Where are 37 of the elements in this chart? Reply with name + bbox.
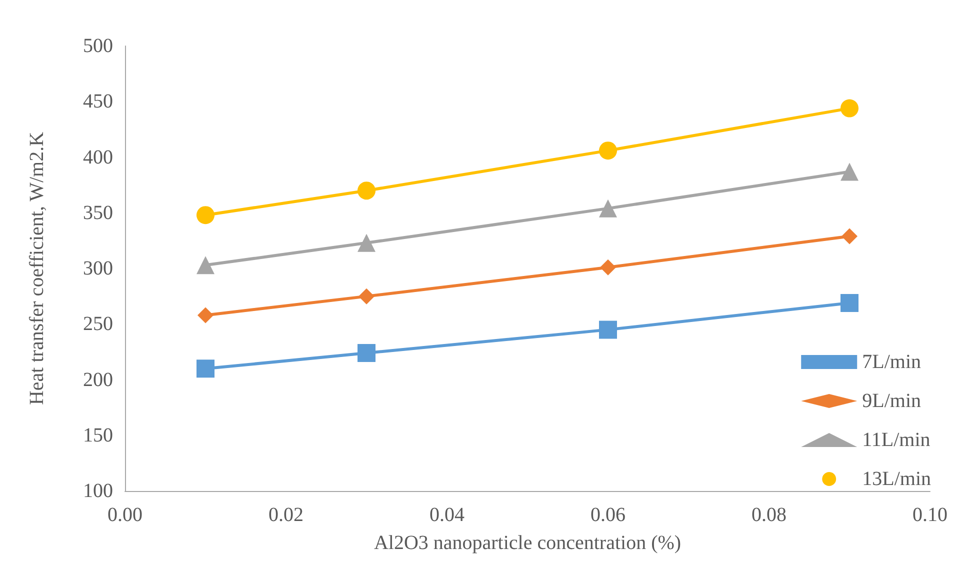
y-tick-label: 350 — [83, 202, 113, 224]
point — [196, 206, 214, 224]
legend-label: 13L/min — [862, 468, 932, 490]
point — [599, 199, 617, 218]
point — [358, 182, 376, 200]
legend-label: 7L/min — [862, 351, 922, 373]
point — [196, 360, 214, 378]
y-tick-label: 400 — [83, 146, 113, 168]
y-tick-label: 150 — [83, 424, 113, 446]
point — [358, 288, 374, 304]
point — [842, 228, 858, 244]
point — [599, 320, 617, 339]
point — [198, 307, 214, 324]
legend-label: 11L/min — [862, 429, 930, 451]
y-tick-label: 100 — [83, 480, 113, 502]
x-tick-label: 0.04 — [430, 504, 464, 526]
x-axis-title: Al2O3 nanoparticle concentration (%) — [374, 532, 682, 554]
x-tick-label: 0.06 — [590, 504, 626, 526]
y-tick-label: 500 — [83, 35, 113, 57]
point — [840, 162, 858, 181]
legend-label: 9L/min — [862, 390, 922, 412]
y-tick-label: 200 — [83, 368, 113, 391]
point — [196, 256, 214, 274]
x-tick-label: 0.08 — [752, 504, 786, 526]
y-tick-label: 250 — [83, 313, 113, 336]
x-tick-label: 0.02 — [268, 504, 304, 526]
x-tick-label: 0.10 — [912, 504, 948, 526]
point — [358, 234, 376, 252]
y-tick-label: 450 — [83, 90, 113, 113]
x-tick-label: 0.00 — [108, 504, 142, 526]
point — [840, 99, 858, 118]
y-axis-title: Heat transfer coefficient, W/m2.K — [26, 131, 48, 406]
point — [840, 294, 858, 312]
y-tick-label: 300 — [83, 258, 113, 280]
point — [599, 142, 617, 160]
point — [600, 259, 616, 276]
point — [358, 344, 376, 362]
